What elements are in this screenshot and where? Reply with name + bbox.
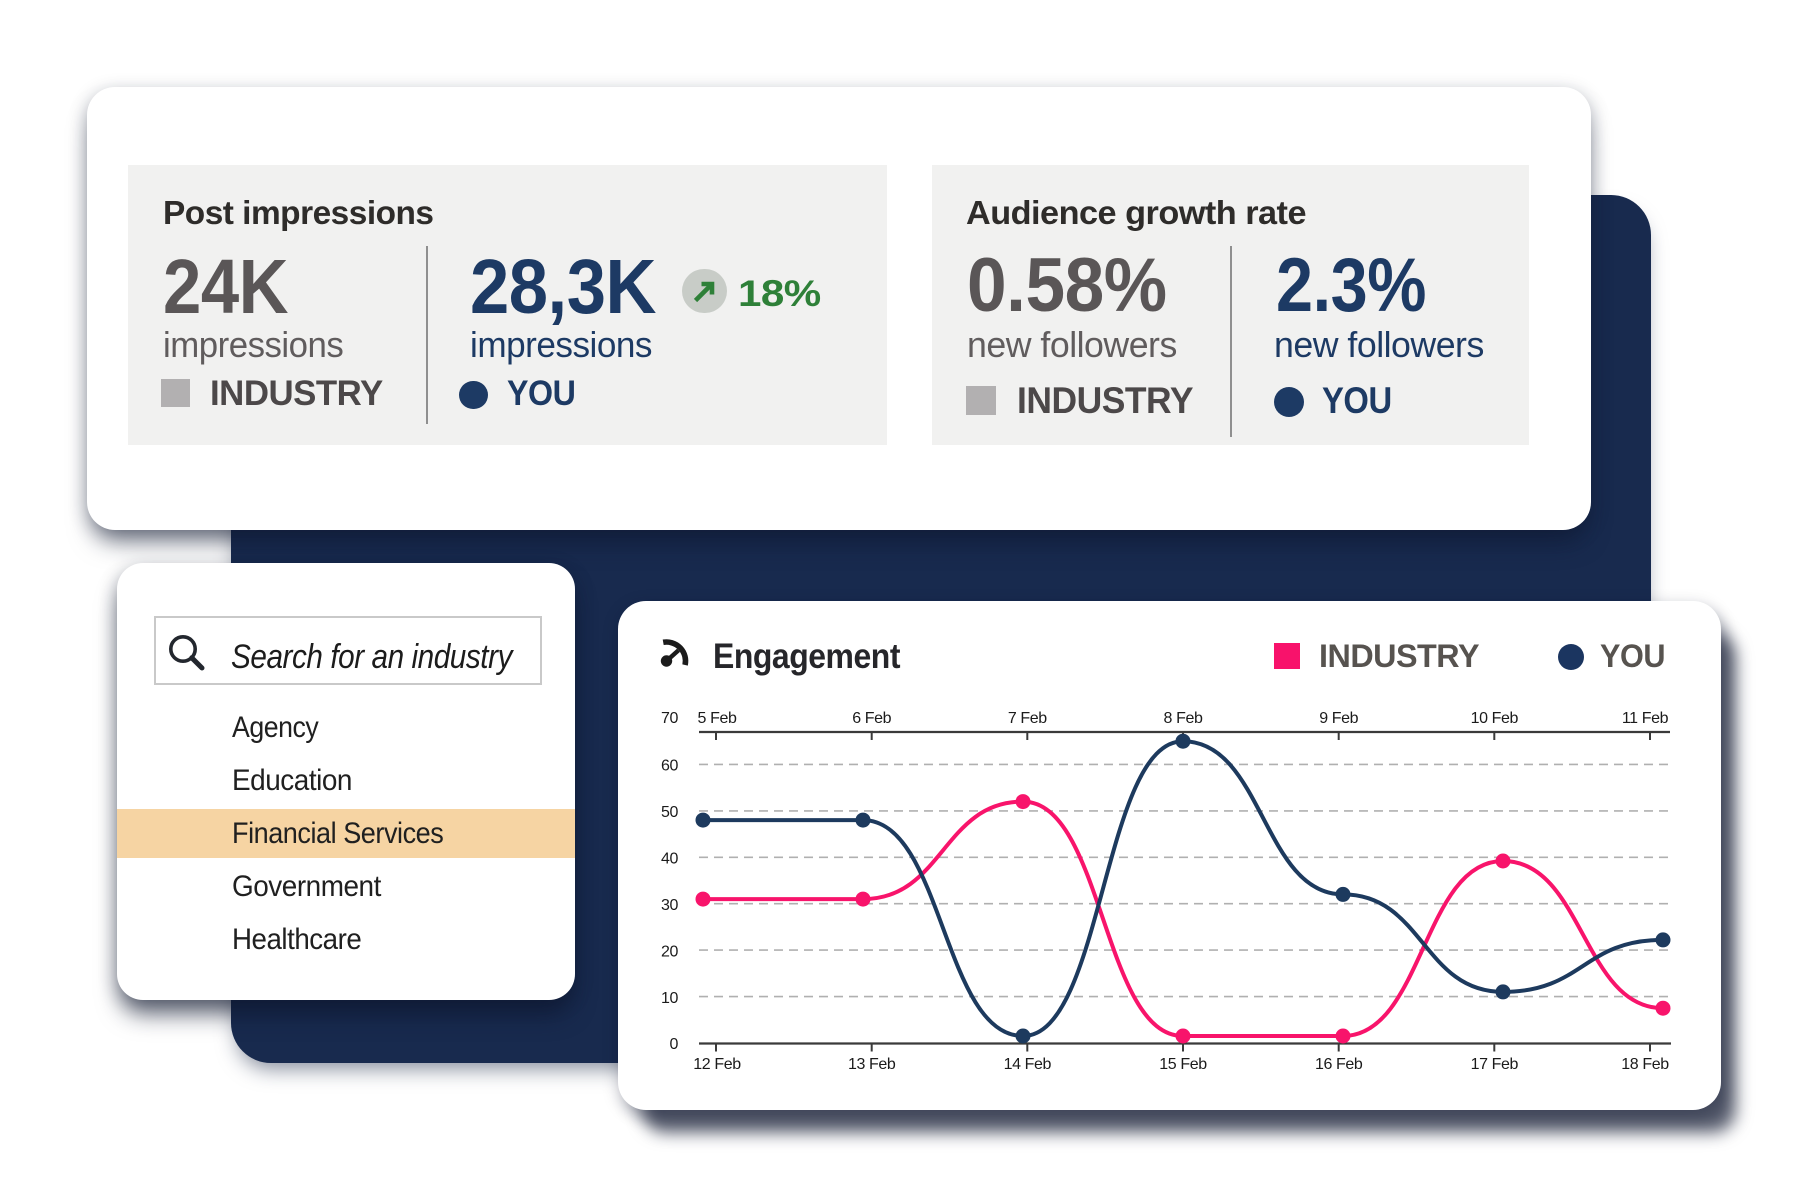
svg-text:60: 60 <box>661 758 678 775</box>
svg-text:15 Feb: 15 Feb <box>1159 1056 1207 1073</box>
svg-text:7 Feb: 7 Feb <box>1008 710 1047 727</box>
svg-text:0: 0 <box>670 1036 679 1053</box>
svg-text:9 Feb: 9 Feb <box>1319 710 1358 727</box>
svg-text:17 Feb: 17 Feb <box>1471 1056 1519 1073</box>
svg-text:5 Feb: 5 Feb <box>698 710 737 727</box>
svg-text:70: 70 <box>661 710 678 727</box>
svg-text:10 Feb: 10 Feb <box>1471 710 1519 727</box>
svg-text:8 Feb: 8 Feb <box>1164 710 1203 727</box>
svg-text:16 Feb: 16 Feb <box>1315 1056 1363 1073</box>
svg-text:13 Feb: 13 Feb <box>848 1056 896 1073</box>
svg-text:20: 20 <box>661 943 678 960</box>
svg-text:11 Feb: 11 Feb <box>1622 710 1669 727</box>
svg-text:10: 10 <box>661 990 678 1007</box>
svg-text:18 Feb: 18 Feb <box>1621 1056 1669 1073</box>
svg-text:6 Feb: 6 Feb <box>852 710 891 727</box>
svg-text:12 Feb: 12 Feb <box>693 1056 741 1073</box>
svg-text:50: 50 <box>661 804 678 821</box>
svg-text:40: 40 <box>661 851 678 868</box>
svg-text:30: 30 <box>661 897 678 914</box>
svg-text:14 Feb: 14 Feb <box>1004 1056 1052 1073</box>
